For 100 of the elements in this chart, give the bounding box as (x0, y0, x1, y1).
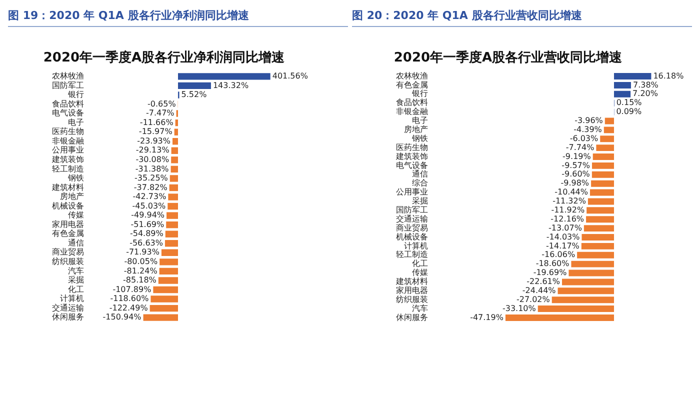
y-tick-label: 银行 (67, 90, 84, 100)
data-label: -122.49% (109, 303, 148, 312)
bar (171, 147, 178, 154)
y-tick-label: 公用事业 (396, 188, 428, 197)
y-tick-label: 采掘 (412, 196, 428, 206)
y-tick-label: 电气设备 (52, 108, 84, 118)
chart-subtitle: 2020年一季度A股各行业净利润同比增速 (43, 49, 286, 66)
data-label: -13.07% (548, 223, 582, 232)
data-label: -118.60% (110, 294, 150, 304)
bar (591, 180, 614, 187)
chart-subtitle: 2020年一季度A股各行业营收同比增速 (394, 49, 624, 66)
bar (171, 156, 178, 164)
y-tick-label: 计算机 (60, 294, 84, 304)
bar (160, 258, 178, 266)
data-label: -7.47% (146, 108, 175, 118)
y-tick-label: 通信 (412, 170, 428, 179)
data-label: -11.92% (551, 205, 585, 214)
y-tick-label: 钢铁 (67, 174, 84, 183)
data-label: -22.61% (526, 277, 560, 286)
data-label: 7.38% (632, 80, 659, 90)
data-label: -71.93% (126, 248, 160, 257)
bar (581, 242, 614, 250)
y-tick-label: 纺织服装 (52, 256, 84, 266)
y-tick-label: 公用事业 (52, 146, 84, 155)
data-label: 16.18% (653, 71, 684, 80)
data-label: -19.69% (533, 268, 568, 278)
data-label: -16.06% (542, 250, 576, 260)
data-label: -35.25% (134, 174, 168, 183)
y-tick-label: 非银金融 (396, 107, 428, 116)
data-label: -11.32% (552, 196, 586, 206)
data-label: -4.39% (574, 125, 602, 134)
bar (169, 184, 178, 192)
data-label: -56.63% (130, 238, 164, 248)
data-label: -80.05% (124, 256, 158, 266)
y-tick-label: 家用电器 (396, 286, 428, 295)
data-label: -42.73% (132, 192, 167, 202)
data-label: -12.16% (550, 214, 584, 224)
bar (592, 154, 614, 160)
bar (174, 128, 178, 136)
bar (150, 296, 178, 302)
data-label: -81.24% (124, 266, 158, 276)
y-tick-label: 建筑装饰 (51, 154, 84, 164)
data-label: -85.18% (123, 276, 157, 285)
bar (168, 202, 178, 210)
data-label: -14.17% (546, 241, 580, 250)
bar (150, 304, 178, 312)
data-label: -27.02% (516, 294, 550, 304)
data-label: -29.13% (136, 146, 170, 155)
y-tick-label: 电子 (412, 116, 428, 126)
bar (161, 249, 178, 256)
bar (596, 144, 614, 152)
bar (562, 278, 614, 286)
y-tick-label: 汽车 (412, 304, 428, 313)
data-label: -7.74% (566, 142, 595, 152)
data-label: -33.10% (502, 304, 536, 313)
bar (178, 82, 211, 90)
bar (153, 286, 178, 294)
data-label: -30.08% (136, 154, 170, 164)
bar (586, 207, 614, 214)
data-label: -47.19% (470, 312, 504, 322)
bar (600, 136, 614, 142)
bar (571, 260, 614, 268)
bar (538, 306, 614, 312)
data-label: -6.03% (570, 134, 599, 143)
data-label: -14.03% (546, 232, 580, 242)
bar (166, 221, 178, 228)
bar (590, 189, 614, 196)
y-tick-label: 非银金融 (52, 136, 84, 146)
y-tick-label: 传媒 (412, 268, 428, 278)
bar (577, 252, 614, 258)
y-tick-label: 纺织服装 (396, 294, 428, 304)
y-tick-label: 休闲服务 (396, 312, 428, 322)
y-tick-label: 传媒 (68, 210, 84, 220)
y-tick-label: 建筑装饰 (395, 152, 428, 161)
y-tick-label: 轻工制造 (52, 164, 84, 174)
y-tick-label: 有色金属 (52, 229, 84, 238)
y-tick-label: 有色金属 (396, 80, 428, 90)
data-label: -9.19% (562, 152, 592, 161)
chart-title: 图 19：2020 年 Q1A 股各行业净利润同比增速 (8, 8, 348, 27)
bar (586, 216, 614, 223)
y-tick-label: 计算机 (404, 241, 428, 250)
bar (604, 126, 614, 134)
data-label: -23.93% (137, 136, 171, 146)
y-tick-label: 电气设备 (396, 160, 428, 170)
bar (558, 288, 614, 294)
bar (592, 162, 614, 169)
bar (165, 230, 178, 238)
bar (614, 73, 652, 80)
y-tick-label: 综合 (412, 178, 428, 188)
data-label: -15.97% (138, 127, 173, 136)
data-label: -10.44% (554, 188, 588, 197)
data-label: -107.89% (112, 284, 152, 294)
data-label: -54.89% (130, 229, 164, 238)
data-label: -150.94% (102, 312, 142, 322)
y-tick-label: 银行 (411, 89, 428, 98)
y-tick-label: 建筑材料 (51, 182, 84, 192)
y-tick-label: 交通运输 (396, 214, 428, 224)
bar (568, 270, 614, 276)
data-label: -51.69% (130, 220, 165, 229)
y-tick-label: 国防军工 (52, 80, 84, 90)
